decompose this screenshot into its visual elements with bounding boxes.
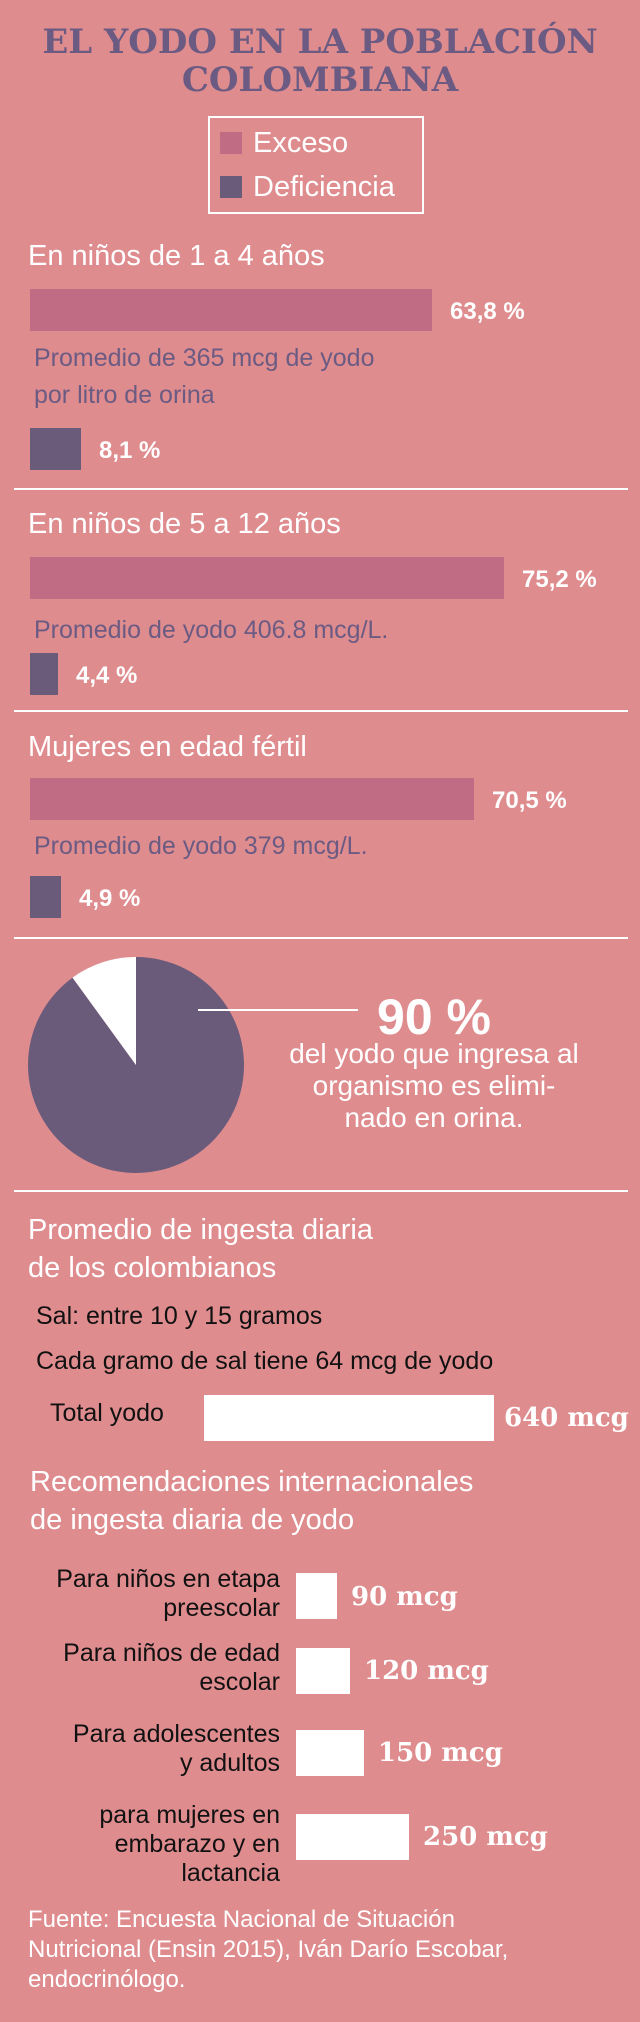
- rec-bar-preschool: [296, 1573, 337, 1619]
- page-title: EL YODO EN LA POBLACIÓN: [42, 22, 598, 62]
- legend-label-excess: Exceso: [253, 127, 349, 159]
- divider: [14, 937, 628, 939]
- legend: [208, 116, 424, 214]
- bar-deficiency-5-12: [30, 653, 58, 695]
- pie-caption-line3: nado en orina.: [344, 1102, 524, 1133]
- rec-value-school: 120 mcg: [364, 1656, 489, 1686]
- intake-per-gram: Cada gramo de sal tiene 64 mcg de yodo: [36, 1347, 494, 1375]
- bar-deficiency-1-4: [30, 428, 81, 470]
- total-iodine-bar: [204, 1395, 494, 1441]
- recommendations-title-line1: Recomendaciones internacionales: [30, 1466, 474, 1498]
- intake-salt: Sal: entre 10 y 15 gramos: [36, 1302, 323, 1330]
- pie-chart: [27, 957, 358, 1173]
- bar-excess-1-4: [30, 289, 432, 331]
- rec-label-adults-line1: Para adolescentes: [72, 1720, 280, 1748]
- total-iodine-label: Total yodo: [50, 1399, 164, 1427]
- rec-label-pregnant-line3: lactancia: [181, 1859, 280, 1887]
- note-women: Promedio de yodo 379 mcg/L.: [34, 832, 368, 860]
- bar-value-deficiency-5-12: 4,4 %: [76, 662, 138, 689]
- bar-value-excess-1-4: 63,8 %: [450, 298, 525, 325]
- section-title-children-5-12: En niños de 5 a 12 años: [28, 508, 341, 540]
- note-1-4-line2: por litro de orina: [34, 381, 215, 409]
- pie-caption-line2: organismo es elimi-: [312, 1070, 556, 1101]
- bar-value-deficiency-women: 4,9 %: [79, 885, 141, 912]
- total-iodine-value: 640 mcg: [504, 1403, 629, 1433]
- legend-swatch-deficiency: [220, 176, 242, 198]
- intake-title-line2: de los colombianos: [28, 1252, 277, 1284]
- source-line1: Fuente: Encuesta Nacional de Situación: [28, 1906, 455, 1933]
- bar-deficiency-women: [30, 876, 61, 918]
- intake-title-line1: Promedio de ingesta diaria: [28, 1214, 373, 1246]
- rec-label-school-line1: Para niños de edad: [63, 1639, 280, 1667]
- bar-value-excess-women: 70,5 %: [492, 787, 567, 814]
- legend-swatch-excess: [220, 132, 242, 154]
- rec-label-pregnant-line1: para mujeres en: [99, 1801, 280, 1829]
- divider: [14, 1190, 628, 1192]
- rec-label-school-line2: escolar: [199, 1668, 280, 1696]
- rec-label-preschool-line2: preescolar: [163, 1594, 280, 1622]
- bar-value-deficiency-1-4: 8,1 %: [99, 437, 161, 464]
- rec-bar-adults: [296, 1730, 364, 1776]
- note-1-4-line1: Promedio de 365 mcg de yodo: [34, 344, 375, 372]
- divider: [14, 488, 628, 490]
- source-line2: Nutricional (Ensin 2015), Iván Darío Esc…: [28, 1936, 509, 1963]
- note-5-12: Promedio de yodo 406.8 mcg/L.: [34, 616, 389, 644]
- rec-bar-school: [296, 1648, 350, 1694]
- section-title-children-1-4: En niños de 1 a 4 años: [28, 240, 325, 272]
- rec-label-preschool-line1: Para niños en etapa: [56, 1565, 280, 1593]
- rec-value-adults: 150 mcg: [378, 1738, 503, 1768]
- rec-value-pregnant: 250 mcg: [423, 1822, 548, 1852]
- legend-label-deficiency: Deficiencia: [253, 171, 395, 203]
- recommendations-title-line2: de ingesta diaria de yodo: [30, 1504, 355, 1536]
- pie-big-value: 90 %: [377, 989, 491, 1045]
- bar-excess-5-12: [30, 557, 504, 599]
- rec-label-adults-line2: y adultos: [179, 1749, 280, 1777]
- pie-caption-line1: del yodo que ingresa al: [289, 1038, 579, 1069]
- pie-slice-1: [72, 957, 136, 1065]
- bar-excess-women: [30, 778, 474, 820]
- rec-bar-pregnant: [296, 1814, 409, 1860]
- section-title-women: Mujeres en edad fértil: [28, 731, 307, 763]
- source-line3: endocrinólogo.: [28, 1966, 186, 1993]
- page-title-line2: COLOMBIANA: [181, 60, 459, 100]
- rec-label-pregnant-line2: embarazo y en: [114, 1830, 280, 1858]
- divider: [14, 710, 628, 712]
- rec-value-preschool: 90 mcg: [351, 1582, 458, 1612]
- bar-value-excess-5-12: 75,2 %: [522, 566, 597, 593]
